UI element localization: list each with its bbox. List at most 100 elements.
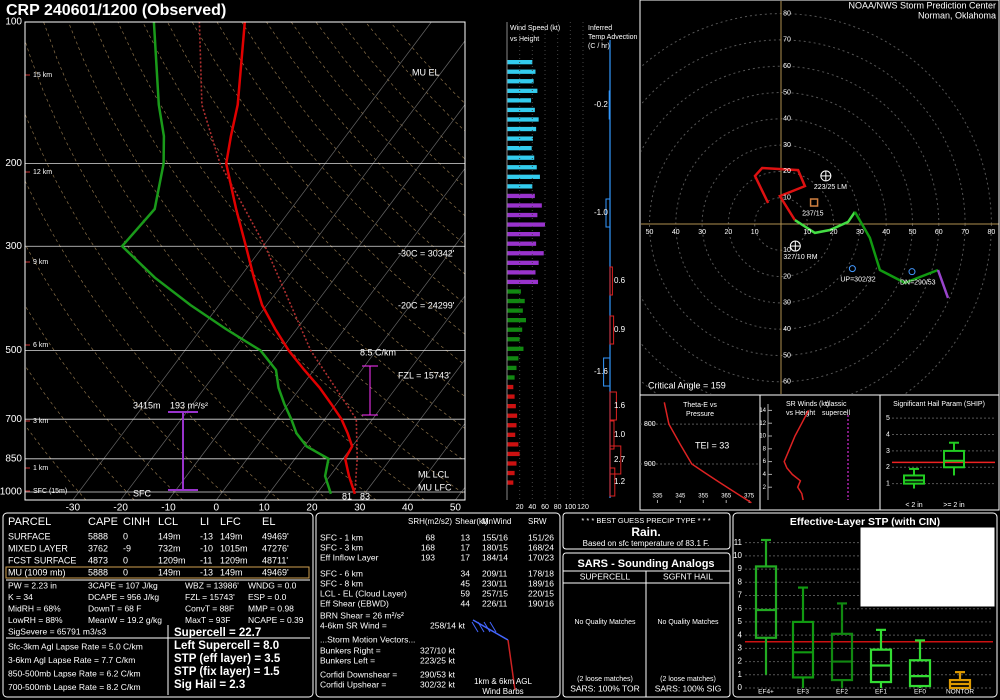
sars-title: SARS - Sounding Analogs <box>577 558 714 570</box>
annotation: 83 <box>360 491 370 501</box>
index: DownT = 68 F <box>88 603 141 613</box>
table-cell: 732m <box>158 543 181 553</box>
advection-label: 1.0 <box>614 430 626 439</box>
marker-label: 223/25 LM <box>814 184 847 191</box>
y-tick-label: 2 <box>886 464 890 471</box>
height-label: 9 km <box>33 259 48 266</box>
index: DCAPE = 956 J/kg <box>88 592 159 602</box>
speed-bar <box>507 117 539 122</box>
prob-label: based on EBWD: <box>866 577 920 584</box>
ring-label: 30 <box>783 142 791 149</box>
y-tick-label: 100 <box>5 17 22 28</box>
panel-title: vs Height <box>510 36 539 43</box>
inset-label: 1km & 6km AGL <box>474 677 532 686</box>
y-tick-label: 10 <box>759 434 766 440</box>
prob-label: based on MLCAPE: <box>866 550 928 557</box>
ring-label: 70 <box>783 37 791 44</box>
shear: 34 <box>461 568 471 578</box>
table-header: Shear(kt) <box>455 517 488 526</box>
advection-label: 0.9 <box>614 325 626 334</box>
table-cell: 49469' <box>262 567 289 577</box>
sars-column: SUPERCELL <box>580 571 631 581</box>
height-label: 6 km <box>33 342 48 349</box>
sars-summary: SARS: 100% SIG <box>655 683 722 693</box>
y-tick-label: 9 <box>738 564 743 573</box>
x-tick-label: 80 <box>554 504 562 511</box>
corfidi-vector <box>848 265 856 273</box>
advection-bar <box>609 391 617 421</box>
speed-bar <box>507 107 535 113</box>
inset-barb <box>477 621 485 633</box>
y-tick-label: 500 <box>5 345 22 356</box>
table-header: PARCEL <box>8 516 51 528</box>
y-tick-label: 6 <box>738 604 743 613</box>
stp-title: Effective-Layer STP (with CIN) <box>790 516 940 528</box>
credit: Norman, Oklahoma <box>918 10 996 20</box>
index: WBZ = 13986' <box>185 580 239 590</box>
annotation: 193 m²/s² <box>170 400 208 410</box>
speed-bar <box>507 404 516 409</box>
row-label: LCL - EL (Cloud Layer) <box>320 588 407 598</box>
ring-label: 50 <box>646 229 654 236</box>
title: CRP 240601/1200 (Observed) <box>6 2 226 19</box>
ring-label: 80 <box>783 10 791 17</box>
panel-title: Theta-E vs <box>683 402 717 409</box>
prob-label: based on MLLCL: <box>866 559 921 566</box>
mean-wind: 230/11 <box>482 578 508 588</box>
box <box>830 632 854 682</box>
y-tick-label: 5 <box>886 415 890 422</box>
ring-label: 40 <box>672 229 680 236</box>
dry-adiabat <box>25 304 183 500</box>
ring-label: 70 <box>961 229 969 236</box>
hodo-trace <box>794 211 856 235</box>
speed-bar <box>507 279 539 285</box>
advection-label: 2.7 <box>614 455 626 464</box>
table-cell: 149m <box>158 531 181 541</box>
speed-bar <box>507 203 542 208</box>
ring-label: 60 <box>783 379 791 386</box>
mean-wind: 226/11 <box>482 598 508 608</box>
annotation: MU EL <box>412 67 440 77</box>
prob-value: 0.20 <box>958 547 975 557</box>
table-header: MnWind <box>482 517 511 526</box>
speed-bar <box>507 212 538 218</box>
row-label: SFC - 1 km <box>320 532 363 542</box>
dry-adiabat <box>142 22 465 397</box>
legend-text: Prob EF2+ Torn with supercell <box>864 528 971 537</box>
stp-legend <box>859 526 996 608</box>
annotation: -30C = 30342' <box>398 248 455 258</box>
skewt-plot <box>25 22 465 500</box>
hodo-trace <box>936 269 950 299</box>
box <box>791 620 815 679</box>
parcel-trace <box>198 22 359 494</box>
advection-bar <box>609 467 616 497</box>
speed-bar <box>507 69 536 74</box>
supercell-label: classic <box>825 401 847 408</box>
dry-adiabat <box>25 424 87 500</box>
x-tick-label: EF2 <box>836 689 848 696</box>
dry-adiabat <box>25 39 377 500</box>
sars-loose: (2 loose matches) <box>660 676 716 683</box>
speed-bar <box>507 193 535 199</box>
temperature-profile <box>224 22 356 495</box>
speed-bar <box>507 260 539 265</box>
skewt-frame <box>24 21 466 501</box>
table-cell: -13 <box>200 531 213 541</box>
marker-label: UP=302/32 <box>840 276 875 283</box>
isotherm <box>120 40 465 500</box>
ring-label: 40 <box>783 326 791 333</box>
y-tick-label: 3 <box>738 643 743 652</box>
composite: Sig Hail = 2.3 <box>174 679 245 691</box>
x-tick-label: -10 <box>161 503 176 514</box>
mean-wind <box>809 198 819 207</box>
y-tick-label: 6 <box>763 459 767 465</box>
ring-label: 30 <box>856 229 864 236</box>
y-tick-label: 14 <box>759 408 766 414</box>
box <box>943 449 965 469</box>
srwind-curve <box>783 410 810 501</box>
y-tick-label: 900 <box>644 461 656 468</box>
x-tick-label: 0 <box>214 503 220 514</box>
y-tick-label: 4 <box>763 472 767 478</box>
x-tick-label: EF0 <box>914 689 926 696</box>
ring-label: 10 <box>803 229 811 236</box>
